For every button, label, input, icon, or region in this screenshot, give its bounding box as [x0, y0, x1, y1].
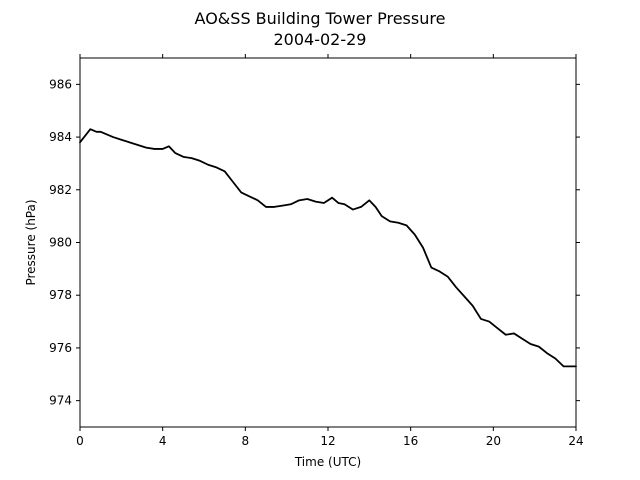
x-tick-label: 12 — [320, 434, 335, 448]
x-tick-label: 24 — [568, 434, 583, 448]
y-tick-label: 982 — [49, 183, 72, 197]
x-axis-label: Time (UTC) — [294, 455, 361, 469]
x-tick-label: 20 — [486, 434, 501, 448]
x-tick-label: 4 — [159, 434, 167, 448]
series-layer — [79, 128, 577, 368]
plot-frame — [79, 57, 577, 428]
y-tick-label: 978 — [49, 288, 72, 302]
y-tick-label: 974 — [49, 394, 72, 408]
x-tick-label: 8 — [242, 434, 250, 448]
x-tick-label: 0 — [76, 434, 84, 448]
axis-ticks: 0 4 8 12 16 20 24 974 976 978 980 982 984 986 — [49, 54, 584, 448]
y-tick-label: 984 — [49, 130, 72, 144]
y-axis-label: Pressure (hPa) — [24, 199, 38, 285]
y-tick-label: 976 — [49, 341, 72, 355]
y-tick-label: 986 — [49, 77, 72, 91]
chart-title: AO&SS Building Tower Pressure — [195, 9, 446, 28]
chart-subtitle: 2004-02-29 — [274, 30, 367, 49]
x-tick-label: 16 — [403, 434, 418, 448]
pressure-series-line — [79, 128, 577, 368]
y-tick-label: 980 — [49, 236, 72, 250]
